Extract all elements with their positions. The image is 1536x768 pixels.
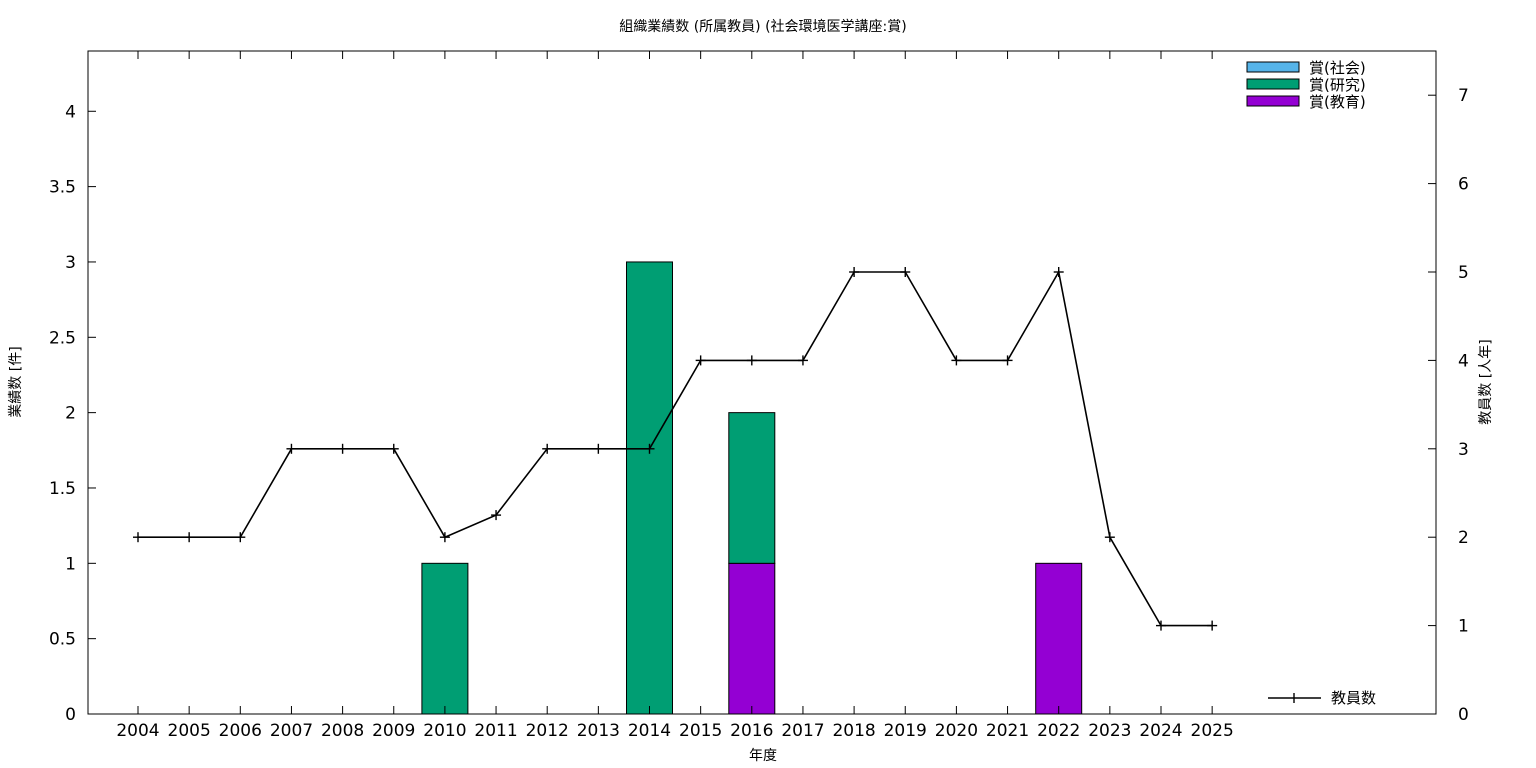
bars-layer (421, 261, 1083, 715)
x-tick-label: 2025 (1191, 721, 1234, 741)
x-tick-label: 2010 (423, 721, 466, 741)
line-point (1002, 355, 1013, 366)
line-point (746, 355, 757, 366)
axes-layer: 0 0.5 1 1.5 2 2.5 3 3.5 4 0 1 2 3 4 5 6 7 2004 2005 2006 200… (49, 50, 1469, 741)
x-tick-label: 2018 (832, 721, 875, 741)
x-tick-label: 2020 (935, 721, 978, 741)
legend-line-entry: 教員数 (1268, 689, 1376, 707)
x-tick-label: 2016 (730, 721, 773, 741)
line-point (1207, 620, 1218, 631)
y-tick-label: 4 (65, 102, 76, 122)
line-layer (133, 267, 1218, 631)
legend-swatch (1246, 95, 1300, 107)
line-point (849, 267, 860, 277)
bar (728, 562, 776, 715)
y2-tick-label: 3 (1458, 440, 1469, 460)
x-axis-label: 年度 (749, 748, 777, 764)
line-point (1104, 532, 1115, 543)
line-point (593, 443, 604, 454)
line-point (1053, 267, 1064, 277)
x-tick-label: 2024 (1139, 721, 1182, 741)
y-tick-label: 3 (65, 253, 76, 273)
y-tick-label: 3.5 (49, 178, 76, 198)
y2-tick-label: 6 (1458, 175, 1469, 195)
y-tick-label: 0.5 (49, 630, 76, 650)
x-tick-label: 2014 (628, 721, 671, 741)
plot-frame (87, 50, 1437, 715)
bar (728, 412, 776, 564)
chart-title: 組織業績数 (所属教員) (社会環境医学講座:賞) (619, 19, 906, 35)
y2-tick-label: 2 (1458, 528, 1469, 548)
line-point (951, 355, 962, 366)
x-tick-label: 2006 (219, 721, 262, 741)
x-tick-label: 2007 (270, 721, 313, 741)
legend: 賞(社会)賞(研究)賞(教育) 教員数 (1246, 59, 1376, 707)
line-point (388, 443, 399, 454)
y-tick-label: 1 (65, 554, 76, 574)
y-tick-label: 2.5 (49, 328, 76, 348)
legend-label: 賞(教育) (1309, 93, 1366, 111)
line-point (491, 510, 502, 521)
x-tick-label: 2021 (986, 721, 1029, 741)
y-tick-label: 0 (65, 705, 76, 725)
x-tick-label: 2011 (474, 721, 517, 741)
line-point (644, 443, 655, 454)
legend-swatch (1246, 78, 1300, 90)
x-tick-label: 2009 (372, 721, 415, 741)
x-tick-label: 2005 (168, 721, 211, 741)
line-point (900, 267, 911, 277)
y2-tick-label: 5 (1458, 263, 1469, 283)
y2-axis-label: 教員数 [人年] (1478, 339, 1494, 424)
y2-tick-label: 7 (1458, 86, 1469, 106)
line-point (695, 355, 706, 366)
line-point (542, 443, 553, 454)
line-point (439, 532, 450, 543)
y-tick-label: 2 (65, 404, 76, 424)
x-tick-label: 2022 (1037, 721, 1080, 741)
bar (626, 261, 673, 715)
y2-tick-label: 1 (1458, 617, 1469, 637)
x-tick-label: 2017 (781, 721, 824, 741)
bar (421, 562, 469, 715)
line-point (235, 532, 246, 543)
legend-swatch (1246, 61, 1300, 73)
legend-label: 賞(研究) (1309, 76, 1366, 94)
line-point (1156, 620, 1166, 631)
x-tick-label: 2012 (526, 721, 569, 741)
x-tick-label: 2004 (116, 721, 159, 741)
bar (1035, 562, 1083, 715)
line-point (286, 443, 297, 454)
x-tick-label: 2008 (321, 721, 364, 741)
y-axis-label: 業績数 [件] (8, 346, 24, 417)
line-point (133, 532, 143, 543)
teacher-count-line (138, 269, 1213, 627)
x-tick-label: 2019 (884, 721, 927, 741)
x-tick-label: 2013 (577, 721, 620, 741)
x-tick-label: 2015 (679, 721, 722, 741)
y-tick-label: 1.5 (49, 479, 76, 499)
y2-tick-label: 0 (1458, 705, 1469, 725)
y2-tick-label: 4 (1458, 351, 1469, 371)
legend-label: 賞(社会) (1309, 59, 1366, 77)
line-point (184, 532, 195, 543)
legend-line-label: 教員数 (1331, 689, 1376, 707)
line-point (337, 443, 348, 454)
line-point (797, 355, 808, 366)
x-tick-label: 2023 (1088, 721, 1131, 741)
